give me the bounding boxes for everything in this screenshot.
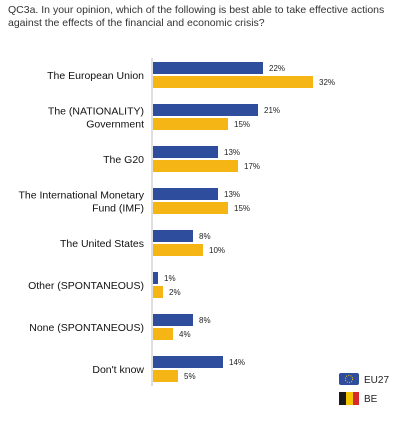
bar-eu27 bbox=[153, 356, 223, 368]
data-label-be: 15% bbox=[234, 120, 250, 129]
data-label-be: 15% bbox=[234, 204, 250, 213]
data-label-eu27: 22% bbox=[269, 64, 285, 73]
data-label-eu27: 8% bbox=[199, 316, 211, 325]
data-label-be: 4% bbox=[179, 330, 191, 339]
bar-be bbox=[153, 328, 173, 340]
bar-eu27 bbox=[153, 314, 193, 326]
chart-question-title: QC3a. In your opinion, which of the foll… bbox=[8, 4, 385, 29]
legend: EU27 BE bbox=[339, 373, 389, 405]
bar-eu27 bbox=[153, 230, 193, 242]
legend-item-be: BE bbox=[339, 392, 378, 405]
bar-be bbox=[153, 118, 228, 130]
data-label-be: 17% bbox=[244, 162, 260, 171]
legend-item-eu27: EU27 bbox=[339, 373, 389, 386]
bar-be bbox=[153, 160, 238, 172]
bar-eu27 bbox=[153, 146, 218, 158]
data-label-eu27: 14% bbox=[229, 358, 245, 367]
belgium-flag-icon bbox=[339, 392, 359, 405]
legend-label-be: BE bbox=[364, 394, 378, 405]
category-label: Other (SPONTANEOUS) bbox=[28, 280, 144, 292]
bar-be bbox=[153, 244, 203, 256]
data-label-eu27: 8% bbox=[199, 232, 211, 241]
data-label-be: 5% bbox=[184, 372, 196, 381]
bar-be bbox=[153, 370, 178, 382]
category-label: Don't know bbox=[92, 364, 144, 376]
bar-eu27 bbox=[153, 272, 158, 284]
category-label: None (SPONTANEOUS) bbox=[29, 322, 144, 334]
bar-be bbox=[153, 202, 228, 214]
data-label-eu27: 1% bbox=[164, 274, 176, 283]
data-label-eu27: 21% bbox=[264, 106, 280, 115]
data-label-be: 32% bbox=[319, 78, 335, 87]
plot-area: The European Union 22% 32% The (NATIONALITY… bbox=[19, 58, 335, 386]
category-label: The United States bbox=[60, 238, 144, 250]
bar-eu27 bbox=[153, 104, 258, 116]
bar-eu27 bbox=[153, 188, 218, 200]
bar-be bbox=[153, 76, 313, 88]
data-label-eu27: 13% bbox=[224, 148, 240, 157]
category-label: The International Monetary Fund (IMF) bbox=[19, 190, 145, 215]
data-label-eu27: 13% bbox=[224, 190, 240, 199]
category-label: The European Union bbox=[47, 70, 144, 82]
eu-flag-icon bbox=[339, 373, 359, 385]
category-label: The (NATIONALITY) Government bbox=[48, 106, 144, 131]
data-label-be: 10% bbox=[209, 246, 225, 255]
bar-be bbox=[153, 286, 163, 298]
data-label-be: 2% bbox=[169, 288, 181, 297]
category-label: The G20 bbox=[103, 154, 144, 166]
legend-label-eu27: EU27 bbox=[364, 375, 389, 386]
bar-eu27 bbox=[153, 62, 263, 74]
